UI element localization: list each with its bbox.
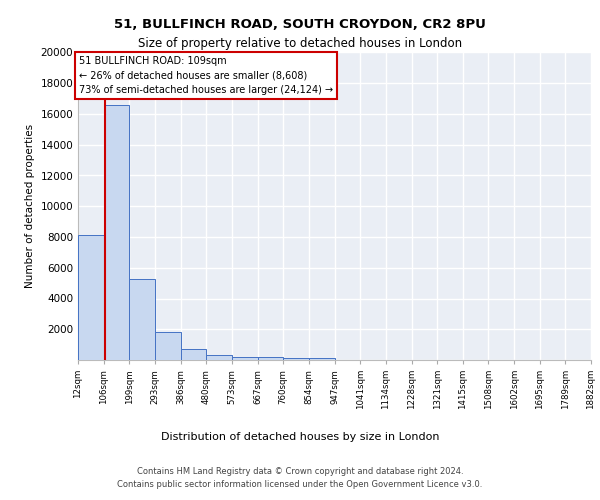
Bar bbox=[232, 356, 257, 360]
Text: Contains HM Land Registry data © Crown copyright and database right 2024.
Contai: Contains HM Land Registry data © Crown c… bbox=[118, 468, 482, 489]
Bar bbox=[181, 349, 206, 360]
Bar bbox=[78, 236, 104, 360]
Bar bbox=[206, 356, 232, 360]
Text: 51 BULLFINCH ROAD: 109sqm
← 26% of detached houses are smaller (8,608)
73% of se: 51 BULLFINCH ROAD: 109sqm ← 26% of detac… bbox=[79, 56, 334, 95]
Bar bbox=[155, 332, 181, 360]
Y-axis label: Number of detached properties: Number of detached properties bbox=[25, 124, 35, 288]
Bar bbox=[309, 358, 335, 360]
Text: Distribution of detached houses by size in London: Distribution of detached houses by size … bbox=[161, 432, 439, 442]
Bar bbox=[104, 105, 130, 360]
Bar bbox=[130, 278, 155, 360]
Text: Size of property relative to detached houses in London: Size of property relative to detached ho… bbox=[138, 38, 462, 51]
Bar bbox=[283, 358, 309, 360]
Bar bbox=[257, 357, 283, 360]
Text: 51, BULLFINCH ROAD, SOUTH CROYDON, CR2 8PU: 51, BULLFINCH ROAD, SOUTH CROYDON, CR2 8… bbox=[114, 18, 486, 30]
